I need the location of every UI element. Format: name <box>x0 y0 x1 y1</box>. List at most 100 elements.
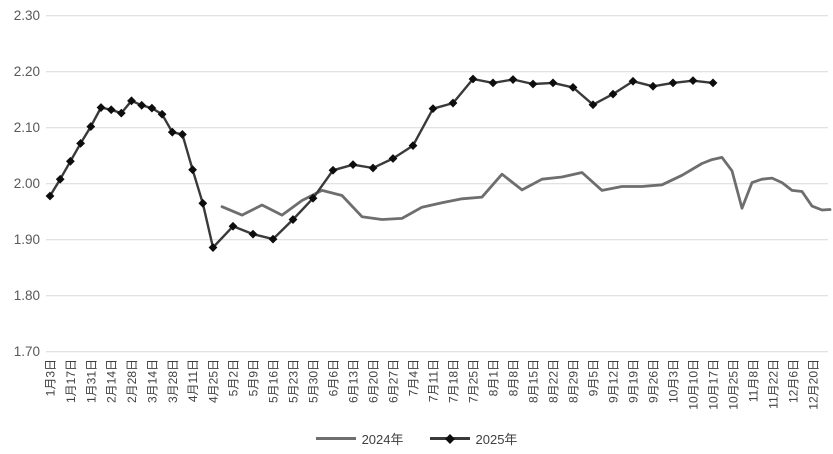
diamond-marker <box>348 160 358 170</box>
x-axis-tick-label: 8月8日 <box>507 359 521 396</box>
diamond-icon <box>444 433 455 444</box>
diamond-marker <box>388 154 398 163</box>
x-axis-tick-label: 2月14日 <box>105 359 119 403</box>
series-line-2025 <box>48 77 715 249</box>
diamond-marker <box>147 103 157 113</box>
x-axis-tick-label: 5月16日 <box>267 359 281 403</box>
legend-item-2024: 2024年 <box>315 429 404 448</box>
diamond-marker <box>137 100 147 110</box>
x-axis-tick-label: 5月9日 <box>247 359 261 396</box>
diamond-marker <box>608 89 618 99</box>
x-axis-tick-label: 4月25日 <box>207 359 221 403</box>
x-axis-tick-label: 6月27日 <box>387 359 401 403</box>
x-axis-tick-label: 9月19日 <box>627 359 641 403</box>
legend-item-2025: 2025年 <box>429 429 518 448</box>
diamond-marker <box>408 141 418 151</box>
x-axis-tick-label: 1月17日 <box>64 359 78 403</box>
x-axis-tick-label: 7月4日 <box>407 359 421 396</box>
x-axis-tick-label: 11月8日 <box>747 359 761 402</box>
x-axis-tick-label: 9月12日 <box>607 359 621 403</box>
x-axis-tick-label: 11月22日 <box>767 359 781 409</box>
diamond-marker <box>328 165 338 175</box>
x-axis-tick-label: 8月22日 <box>547 359 561 403</box>
x-axis-tick-label: 8月1日 <box>487 359 501 396</box>
diamond-marker <box>45 191 55 201</box>
diamond-marker <box>268 234 278 244</box>
x-axis-tick-label: 1月3日 <box>44 359 58 396</box>
diamond-marker <box>188 165 197 175</box>
diamond-marker <box>228 221 238 231</box>
diamond-marker <box>428 104 438 114</box>
chart-legend: 2024年 2025年 <box>0 429 833 448</box>
diamond-marker <box>548 78 558 88</box>
diamond-marker <box>628 76 638 86</box>
x-axis-tick-label: 2月28日 <box>125 359 139 403</box>
diamond-marker <box>116 108 126 118</box>
diamond-marker <box>157 109 167 119</box>
x-axis-tick-label: 10月3日 <box>667 359 681 403</box>
x-axis-tick-label: 3月14日 <box>145 359 159 403</box>
x-axis-tick-label: 7月25日 <box>467 359 481 403</box>
diamond-marker <box>248 229 258 239</box>
x-axis-tick-label: 1月31日 <box>84 359 98 403</box>
diamond-marker <box>66 156 75 166</box>
x-axis-tick-label: 10月10日 <box>687 359 701 410</box>
y-axis-tick-label: 2.00 <box>14 176 40 191</box>
x-axis-tick-label: 9月26日 <box>647 359 661 403</box>
diamond-marker <box>688 76 698 86</box>
x-axis-tick-label: 7月11日 <box>427 359 441 402</box>
legend-label-2024: 2024年 <box>361 432 404 447</box>
diamond-marker <box>568 82 578 92</box>
legend-label-2025: 2025年 <box>475 432 518 447</box>
diamond-marker <box>178 130 187 139</box>
x-axis-tick-label: 9月5日 <box>587 359 601 396</box>
x-axis-tick-label: 10月25日 <box>727 359 741 410</box>
x-axis-tick-label: 10月17日 <box>707 359 721 410</box>
diamond-marker <box>508 75 518 84</box>
diamond-marker <box>648 81 658 91</box>
x-axis-tick-label: 6月20日 <box>367 359 381 403</box>
x-axis-tick-label: 6月13日 <box>347 359 361 403</box>
x-axis-tick-label: 4月11日 <box>186 359 200 402</box>
line-swatch-icon <box>315 437 356 440</box>
diamond-marker <box>668 78 678 88</box>
diamond-marker <box>127 96 136 106</box>
x-axis-tick-label: 6月6日 <box>327 359 341 396</box>
line-diamond-swatch-icon <box>429 433 470 444</box>
diamond-marker <box>55 174 65 184</box>
series-line-2024 <box>220 155 832 221</box>
diamond-marker <box>308 193 318 203</box>
x-axis-tick-label: 5月2日 <box>227 359 241 396</box>
diamond-marker <box>288 215 298 224</box>
y-axis-tick-label: 1.70 <box>14 344 40 359</box>
x-axis-tick-label: 8月29日 <box>567 359 581 403</box>
diamond-marker <box>96 103 106 112</box>
x-axis-tick-label: 5月23日 <box>287 359 301 403</box>
diamond-marker <box>588 100 598 110</box>
diamond-marker <box>198 198 208 208</box>
diamond-marker <box>106 105 116 115</box>
diamond-marker <box>468 74 478 84</box>
diamond-marker <box>208 243 218 252</box>
diamond-marker <box>167 127 177 137</box>
diamond-marker <box>528 79 538 89</box>
y-axis-tick-label: 2.20 <box>14 64 40 79</box>
x-axis-tick-label: 12月20日 <box>807 359 821 410</box>
y-axis-tick-label: 1.90 <box>14 232 40 247</box>
y-axis-tick-label: 2.30 <box>14 8 40 23</box>
x-axis-tick-label: 8月15日 <box>527 359 541 403</box>
diamond-marker <box>76 138 85 148</box>
x-axis-tick-label: 5月30日 <box>307 359 321 403</box>
y-axis-tick-label: 1.80 <box>14 288 40 303</box>
x-axis-tick-label: 3月28日 <box>166 359 180 403</box>
diamond-marker <box>488 78 498 88</box>
diamond-marker <box>448 98 458 108</box>
y-axis-tick-label: 2.10 <box>14 120 40 135</box>
diamond-marker <box>368 163 378 173</box>
x-axis-tick-label: 7月18日 <box>447 359 461 403</box>
x-axis-tick-label: 12月6日 <box>787 359 801 403</box>
diamond-marker <box>86 122 96 131</box>
diamond-marker <box>708 78 718 88</box>
